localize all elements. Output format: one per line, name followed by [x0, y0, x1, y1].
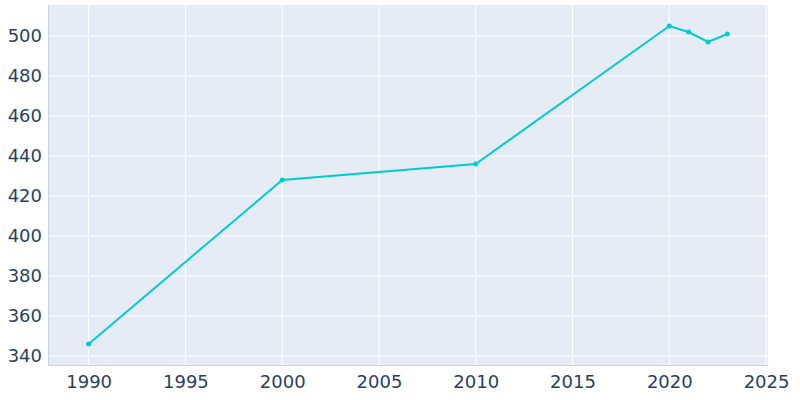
- tick-label: 2020: [647, 371, 693, 392]
- tick-label: 2005: [357, 371, 403, 392]
- grid-line-x: [88, 5, 89, 365]
- tick-label: 480: [8, 65, 42, 86]
- tick-label: 380: [8, 265, 42, 286]
- tick: 440: [8, 145, 48, 166]
- grid-line-y: [48, 76, 768, 77]
- grid-line-x: [378, 5, 379, 365]
- grid-line-y: [48, 156, 768, 157]
- grid-line-x: [475, 5, 476, 365]
- grid-line-x: [766, 5, 767, 365]
- tick: 360: [8, 305, 48, 326]
- grid-line-y: [48, 236, 768, 237]
- tick-label: 360: [8, 305, 42, 326]
- marker: [280, 178, 285, 183]
- y-axis: 340 360 380 400 420 440 460 480 500: [8, 6, 49, 367]
- chart: 1990 1995 2000 2005 2010 2015 2020 2025 340 360 38…: [0, 0, 800, 400]
- tick-label: 2015: [550, 371, 596, 392]
- tick: 480: [8, 65, 48, 86]
- line: [89, 26, 728, 344]
- grid-line-y: [48, 36, 768, 37]
- tick-label: 1995: [163, 371, 209, 392]
- tick: 500: [8, 25, 48, 46]
- marker: [86, 342, 91, 347]
- tick-label: 460: [8, 105, 42, 126]
- tick: 460: [8, 105, 48, 126]
- tick: 2015: [550, 365, 596, 392]
- axis-line: [48, 6, 49, 366]
- plot-background: [48, 5, 768, 365]
- tick: 2000: [260, 365, 306, 392]
- grid-line-y: [48, 196, 768, 197]
- tick: 400: [8, 225, 48, 246]
- tick-label: 440: [8, 145, 42, 166]
- tick: 380: [8, 265, 48, 286]
- tick: 2010: [453, 365, 499, 392]
- grid-line-y: [48, 356, 768, 357]
- tick-label: 400: [8, 225, 42, 246]
- tick-label: 500: [8, 25, 42, 46]
- grid-line-x: [282, 5, 283, 365]
- tick: 1995: [163, 365, 209, 392]
- grid-line-y: [48, 276, 768, 277]
- tick-label: 2010: [453, 371, 499, 392]
- tick-label: 420: [8, 185, 42, 206]
- tick-label: 1990: [66, 371, 112, 392]
- marker: [686, 30, 691, 35]
- x-axis: 1990 1995 2000 2005 2010 2015 2020 2025: [49, 365, 790, 392]
- tick: 340: [8, 345, 48, 366]
- axis-line: [49, 365, 769, 366]
- tick-label: 2025: [744, 371, 790, 392]
- grid-line-x: [669, 5, 670, 365]
- plot: 1990 1995 2000 2005 2010 2015 2020 2025 340 360 38…: [8, 5, 790, 392]
- tick-label: 340: [8, 345, 42, 366]
- grid-line-x: [572, 5, 573, 365]
- grid-line-y: [48, 116, 768, 117]
- tick: 1990: [66, 365, 112, 392]
- grid: [48, 5, 768, 365]
- tick: 2020: [647, 365, 693, 392]
- tick: 2005: [357, 365, 403, 392]
- tick: 2025: [744, 365, 790, 392]
- marker: [473, 162, 478, 167]
- grid-line-y: [48, 316, 768, 317]
- marker: [667, 24, 672, 29]
- marker: [706, 40, 711, 45]
- tick: 420: [8, 185, 48, 206]
- grid-line-x: [185, 5, 186, 365]
- tick-label: 2000: [260, 371, 306, 392]
- marker: [725, 32, 730, 37]
- series: [86, 24, 730, 347]
